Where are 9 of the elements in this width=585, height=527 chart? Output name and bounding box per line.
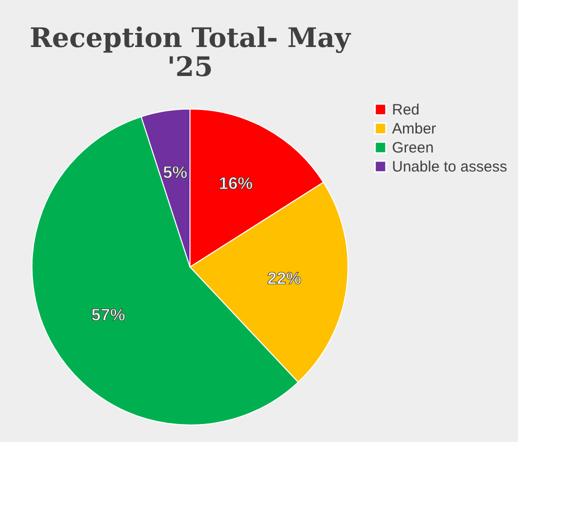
data-label: 57% [91,305,126,324]
legend-label: Amber [392,120,436,138]
data-label: 5% [162,163,188,182]
chart-title: Reception Total- May '25 [30,23,352,83]
data-label: 22% [267,268,302,288]
legend-label: Unable to assess [392,158,508,176]
legend-label: Green [392,140,434,156]
data-label: 16% [218,174,253,193]
legend-label: Red [392,102,420,118]
